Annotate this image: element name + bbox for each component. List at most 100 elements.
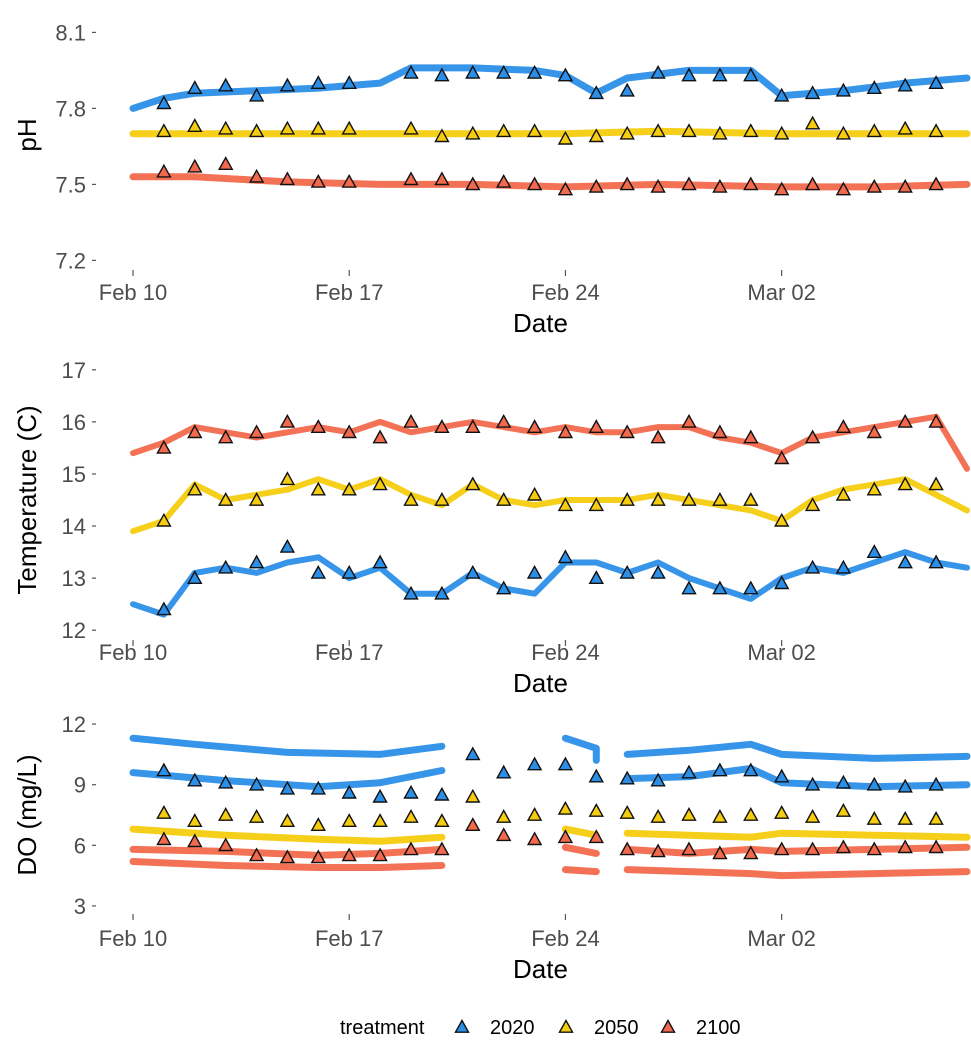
sample-point-2020 bbox=[866, 544, 882, 558]
sample-point-2050 bbox=[403, 492, 419, 506]
sample-point-2100 bbox=[403, 171, 419, 186]
sample-point-2100 bbox=[712, 424, 728, 439]
sample-point-2020 bbox=[557, 67, 574, 82]
sample-point-2100 bbox=[218, 429, 234, 444]
series-line-2020 bbox=[623, 740, 971, 762]
sample-point-2020 bbox=[712, 580, 728, 595]
sample-point-2100 bbox=[743, 845, 759, 860]
series-line-2020 bbox=[130, 549, 970, 618]
sample-point-2020 bbox=[804, 776, 821, 791]
sample-point-2020 bbox=[928, 776, 944, 791]
sample-point-2100 bbox=[681, 413, 697, 428]
sample-point-2020 bbox=[218, 559, 234, 574]
sample-point-2050 bbox=[804, 809, 821, 823]
legend-label-2050: 2050 bbox=[594, 1017, 639, 1039]
sample-point-2020 bbox=[774, 575, 790, 590]
y-tick-label: 16 bbox=[62, 410, 86, 435]
y-tick-label: 13 bbox=[62, 566, 86, 591]
sample-point-2020 bbox=[897, 77, 913, 92]
sample-point-2100 bbox=[928, 839, 944, 854]
sample-point-2020 bbox=[434, 585, 450, 600]
sample-point-2050 bbox=[156, 512, 172, 527]
sample-point-2020 bbox=[156, 762, 172, 777]
sample-point-2020 bbox=[774, 768, 790, 783]
sample-point-2020 bbox=[310, 564, 326, 579]
sample-point-2050 bbox=[496, 123, 512, 138]
sample-point-2020 bbox=[743, 762, 759, 777]
sample-point-2100 bbox=[465, 817, 481, 831]
sample-point-2020 bbox=[619, 564, 635, 579]
sample-point-2050 bbox=[712, 125, 728, 140]
series-line-2020 bbox=[129, 64, 971, 112]
sample-point-2100 bbox=[372, 847, 388, 862]
sample-point-2100 bbox=[681, 176, 697, 191]
sample-point-2050 bbox=[774, 805, 790, 819]
y-tick-label: 12 bbox=[62, 712, 86, 737]
sample-point-2050 bbox=[743, 123, 759, 138]
sample-point-2050 bbox=[619, 125, 635, 140]
sample-point-2020 bbox=[218, 77, 234, 92]
sample-point-2050 bbox=[650, 809, 666, 823]
sample-point-2050 bbox=[588, 128, 604, 143]
sample-point-2020 bbox=[526, 64, 543, 79]
sample-point-2020 bbox=[496, 64, 512, 79]
sample-point-2050 bbox=[310, 120, 326, 135]
sample-point-2050 bbox=[496, 809, 512, 823]
x-tick-label: Feb 17 bbox=[315, 640, 384, 665]
sample-point-2020 bbox=[279, 538, 296, 553]
legend-label-2100: 2100 bbox=[696, 1017, 741, 1039]
sample-point-2020 bbox=[218, 774, 234, 789]
sample-point-2100 bbox=[310, 419, 326, 433]
sample-point-2100 bbox=[681, 841, 697, 856]
y-tick-label: 7.5 bbox=[55, 172, 86, 197]
sample-point-2100 bbox=[341, 173, 357, 188]
sample-point-2100 bbox=[712, 178, 728, 193]
sample-point-2100 bbox=[588, 178, 604, 193]
sample-point-2050 bbox=[434, 813, 450, 827]
sample-point-2100 bbox=[248, 168, 265, 183]
sample-point-2100 bbox=[743, 176, 759, 191]
sample-point-2100 bbox=[619, 841, 635, 856]
x-tick-label: Feb 10 bbox=[99, 926, 168, 951]
y-tick-label: 15 bbox=[62, 462, 86, 487]
sample-point-2020 bbox=[310, 75, 326, 90]
sample-point-2020 bbox=[588, 85, 604, 100]
sample-point-2020 bbox=[248, 87, 265, 102]
sample-point-2050 bbox=[248, 809, 265, 823]
sample-point-2050 bbox=[774, 125, 790, 140]
y-tick-label: 8.1 bbox=[55, 20, 86, 45]
series-line-2100 bbox=[623, 843, 971, 857]
sample-point-2050 bbox=[187, 118, 203, 133]
sample-point-2020 bbox=[434, 786, 450, 801]
sample-point-2050 bbox=[434, 492, 450, 506]
sample-point-2020 bbox=[619, 82, 635, 97]
sample-point-2100 bbox=[619, 176, 635, 191]
sample-point-2020 bbox=[557, 756, 574, 771]
sample-points bbox=[156, 64, 944, 196]
y-tick-label: 12 bbox=[62, 618, 86, 643]
sample-point-2050 bbox=[650, 123, 666, 138]
sample-point-2020 bbox=[526, 756, 543, 771]
x-axis-title: Date bbox=[513, 308, 568, 338]
sample-point-2020 bbox=[557, 549, 574, 564]
sample-point-2100 bbox=[526, 419, 543, 433]
sample-point-2020 bbox=[866, 776, 882, 791]
sample-point-2050 bbox=[279, 120, 296, 135]
sample-point-2020 bbox=[465, 64, 481, 79]
sample-point-2100 bbox=[619, 424, 635, 439]
sample-point-2050 bbox=[897, 811, 913, 825]
sample-point-2100 bbox=[279, 413, 296, 428]
sample-points bbox=[156, 746, 944, 864]
sample-point-2050 bbox=[866, 123, 882, 138]
sample-point-2100 bbox=[310, 173, 326, 188]
sample-point-2100 bbox=[557, 424, 574, 439]
legend-label-2020: 2020 bbox=[490, 1017, 535, 1039]
series-lines bbox=[130, 413, 970, 618]
sample-point-2020 bbox=[403, 64, 419, 79]
sample-point-2050 bbox=[557, 130, 574, 145]
sample-point-2020 bbox=[650, 64, 666, 79]
x-tick-label: Mar 02 bbox=[747, 926, 815, 951]
sample-point-2050 bbox=[712, 492, 728, 506]
sample-point-2020 bbox=[465, 564, 481, 579]
